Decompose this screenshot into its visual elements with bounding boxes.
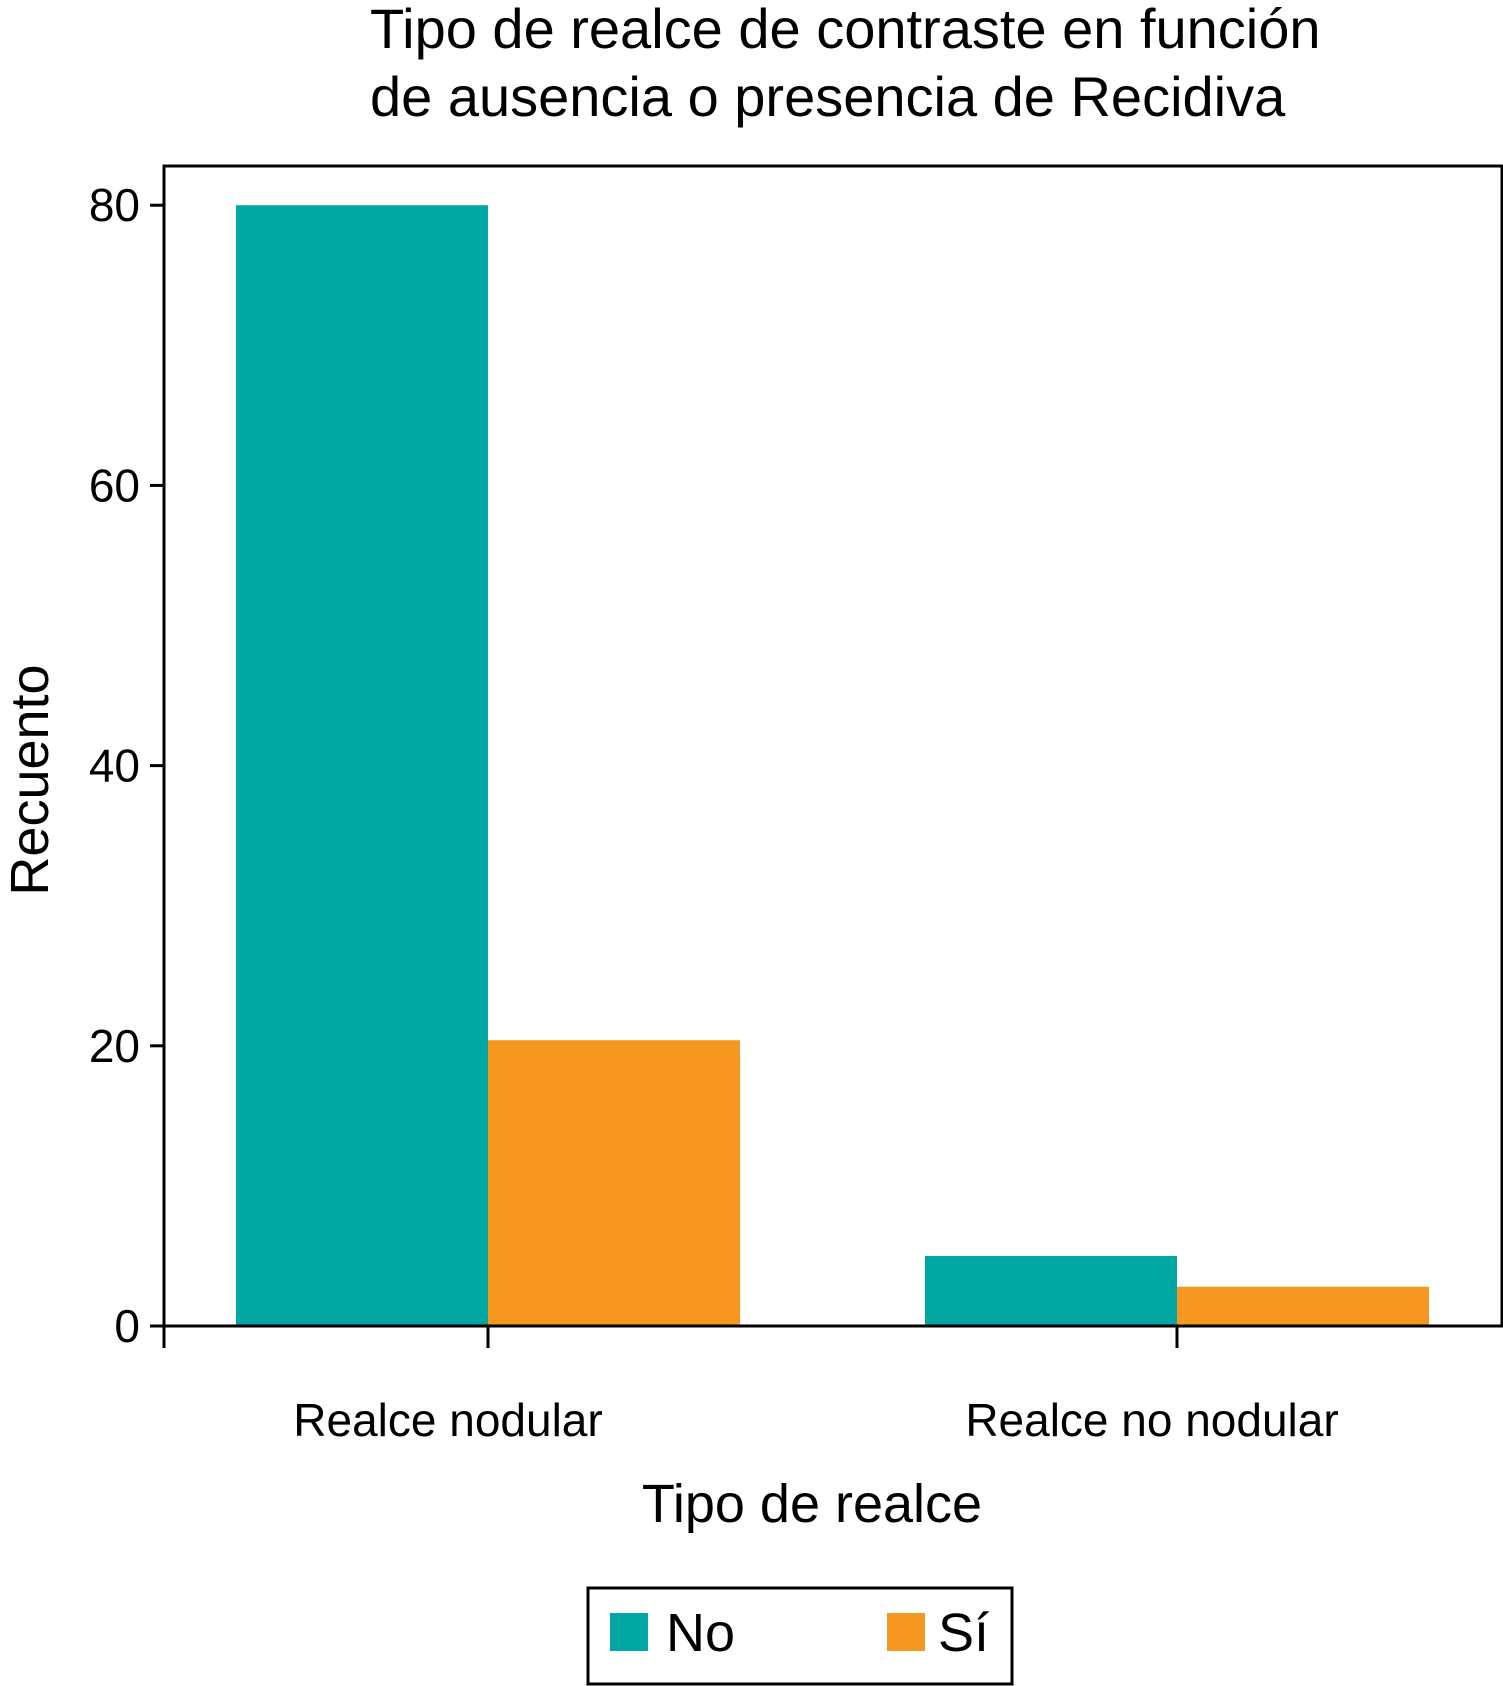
bars-group: [236, 205, 1429, 1326]
y-tick-label: 20: [89, 1020, 140, 1072]
bar-si-realce-no-nodular: [1177, 1286, 1429, 1326]
legend-label-si: Sí: [938, 1603, 989, 1663]
x-tick-label: Realce nodular: [293, 1394, 602, 1446]
bar-no-realce-nodular: [236, 205, 488, 1326]
y-tick-label: 0: [114, 1300, 140, 1352]
y-tick-label: 40: [89, 740, 140, 792]
legend-box: [586, 1586, 1014, 1686]
legend-swatch-no: [610, 1613, 648, 1651]
x-tick-label: Realce no nodular: [965, 1394, 1338, 1446]
y-tick-label: 80: [89, 179, 140, 231]
y-axis-title: Recuento: [0, 664, 60, 895]
chart-title: Tipo de realce de contraste en función d…: [370, 0, 1321, 128]
legend-label-no: No: [666, 1603, 735, 1663]
x-axis: Realce nodular Realce no nodular: [162, 1324, 1502, 1446]
legend: No Sí: [586, 1586, 1014, 1686]
y-tick-label: 60: [89, 459, 140, 511]
x-axis-title: Tipo de realce: [642, 1474, 982, 1534]
bar-no-realce-no-nodular: [925, 1255, 1177, 1326]
y-axis: 0 20 40 60 80: [89, 179, 164, 1352]
legend-swatch-si: [887, 1613, 925, 1651]
chart-title-line-1: Tipo de realce de contraste en función: [370, 0, 1321, 60]
bar-si-realce-nodular: [488, 1040, 740, 1326]
chart-title-line-2: de ausencia o presencia de Recidiva: [370, 65, 1286, 128]
